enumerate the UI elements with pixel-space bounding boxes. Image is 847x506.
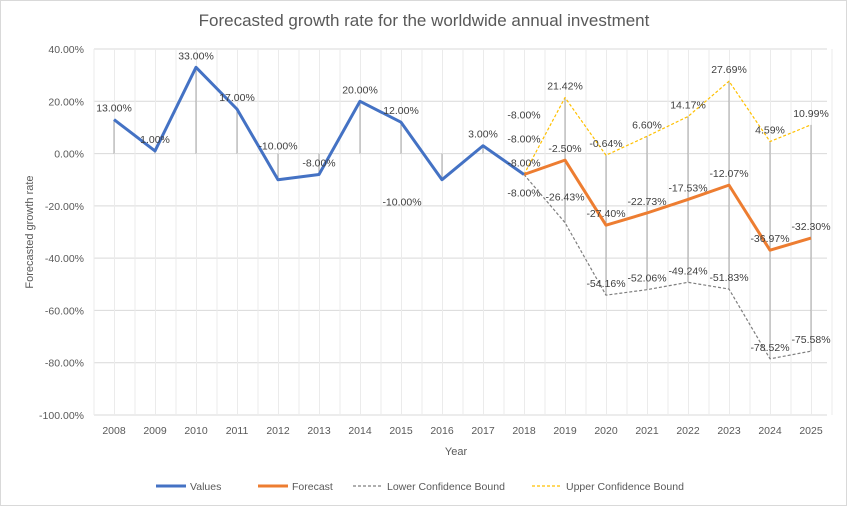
data-label: -12.07% bbox=[709, 168, 748, 180]
series-line-values bbox=[113, 65, 525, 182]
data-label: 3.00% bbox=[468, 129, 498, 141]
x-tick-label: 2012 bbox=[266, 425, 290, 437]
x-tick-label: 2022 bbox=[676, 425, 700, 437]
series-line-lower-confidence-bound bbox=[523, 174, 812, 360]
data-label: -54.16% bbox=[586, 278, 625, 290]
data-label: 14.17% bbox=[670, 100, 706, 112]
x-tick-label: 2013 bbox=[307, 425, 331, 437]
data-label: 1.00% bbox=[140, 134, 170, 146]
y-tick-label: -80.00% bbox=[45, 358, 84, 370]
data-label: -32.30% bbox=[791, 221, 830, 233]
data-label: -2.50% bbox=[548, 143, 581, 155]
data-label: -51.83% bbox=[709, 272, 748, 284]
legend: Values Forecast Lower Confidence Bound Uppe… bbox=[156, 481, 684, 493]
y-tick-label: -60.00% bbox=[45, 305, 84, 317]
x-tick-label: 2023 bbox=[717, 425, 741, 437]
data-label: -8.00% bbox=[507, 157, 540, 169]
data-label: 20.00% bbox=[342, 84, 378, 96]
y-tick-label: 20.00% bbox=[48, 96, 84, 108]
legend-label: Upper Confidence Bound bbox=[566, 481, 684, 493]
data-label: -36.97% bbox=[750, 233, 789, 245]
legend-label: Values bbox=[190, 481, 221, 493]
data-label: -8.00% bbox=[302, 157, 335, 169]
data-label: -17.53% bbox=[668, 182, 707, 194]
x-tick-label: 2020 bbox=[594, 425, 618, 437]
x-tick-label: 2009 bbox=[143, 425, 167, 437]
x-tick-label: 2018 bbox=[512, 425, 536, 437]
x-tick-label: 2021 bbox=[635, 425, 659, 437]
series-line-forecast bbox=[523, 158, 812, 252]
y-tick-label: -20.00% bbox=[45, 201, 84, 213]
x-tick-label: 2011 bbox=[226, 425, 249, 437]
data-label: 4.59% bbox=[755, 125, 785, 137]
data-label: 21.42% bbox=[547, 81, 583, 93]
x-tick-label: 2008 bbox=[102, 425, 126, 437]
x-tick-label: 2015 bbox=[389, 425, 413, 437]
data-label: -49.24% bbox=[668, 265, 707, 277]
y-tick-label: 0.00% bbox=[54, 149, 84, 161]
data-label: -10.00% bbox=[382, 197, 421, 209]
data-label: 17.00% bbox=[219, 92, 255, 104]
x-tick-label: 2025 bbox=[799, 425, 823, 437]
data-label: -8.00% bbox=[507, 109, 540, 121]
data-label: 6.60% bbox=[632, 119, 662, 131]
data-label: 12.00% bbox=[383, 105, 419, 117]
chart-title: Forecasted growth rate for the worldwide… bbox=[199, 11, 650, 30]
y-tick-label: 40.00% bbox=[48, 44, 84, 56]
legend-label: Forecast bbox=[292, 481, 333, 493]
x-tick-label: 2017 bbox=[471, 425, 495, 437]
y-tick-label: -100.00% bbox=[39, 410, 84, 422]
x-tick-label: 2016 bbox=[430, 425, 454, 437]
data-label: 10.99% bbox=[793, 108, 829, 120]
data-label: -27.40% bbox=[586, 208, 625, 220]
series-line-upper-confidence-bound bbox=[523, 80, 812, 175]
data-label: 33.00% bbox=[178, 50, 214, 62]
data-label: -75.58% bbox=[791, 334, 830, 346]
x-axis-title: Year bbox=[445, 446, 468, 458]
data-label: -26.43% bbox=[545, 192, 584, 204]
x-tick-label: 2019 bbox=[553, 425, 577, 437]
x-tick-label: 2014 bbox=[348, 425, 372, 437]
data-label: -0.64% bbox=[589, 138, 622, 150]
data-label: -10.00% bbox=[258, 141, 297, 153]
data-label: 13.00% bbox=[96, 103, 132, 115]
data-label: 27.69% bbox=[711, 64, 747, 76]
data-label: -8.00% bbox=[507, 133, 540, 145]
legend-label: Lower Confidence Bound bbox=[387, 481, 505, 493]
data-label: -22.73% bbox=[627, 196, 666, 208]
y-axis-title: Forecasted growth rate bbox=[24, 175, 36, 288]
x-tick-label: 2010 bbox=[184, 425, 208, 437]
y-tick-label: -40.00% bbox=[45, 253, 84, 265]
x-tick-label: 2024 bbox=[758, 425, 782, 437]
data-label: -78.52% bbox=[750, 342, 789, 354]
data-label: -52.06% bbox=[627, 273, 666, 285]
data-label: -8.00% bbox=[507, 187, 540, 199]
